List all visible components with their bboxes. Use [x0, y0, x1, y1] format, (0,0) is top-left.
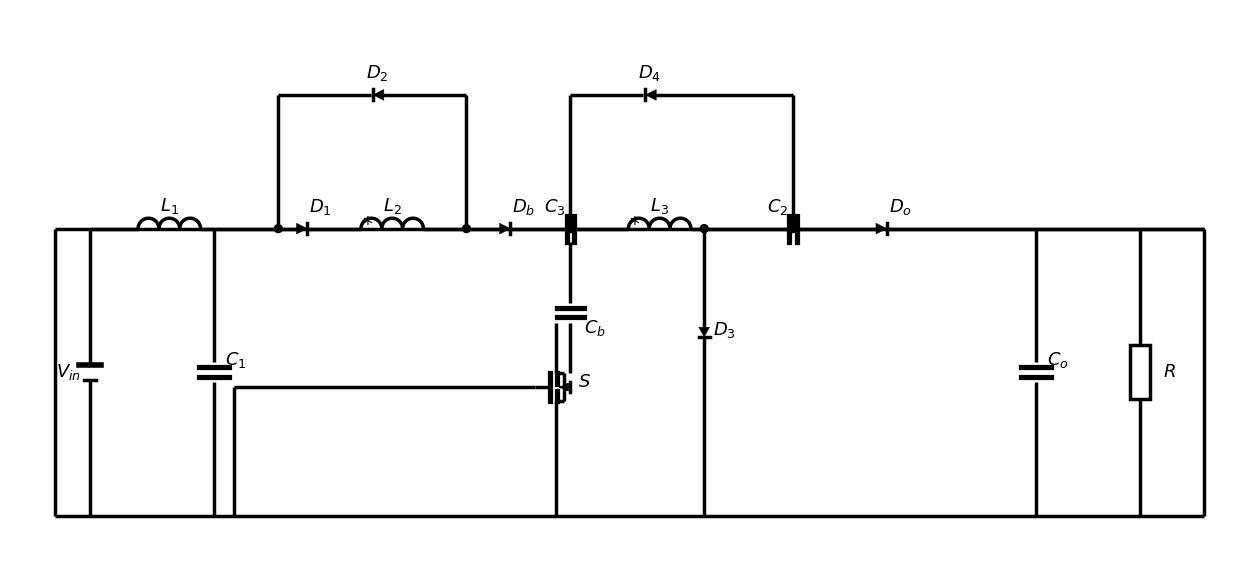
Text: $L_{1}$: $L_{1}$ [160, 196, 179, 216]
Text: $C_{2}$: $C_{2}$ [766, 197, 789, 217]
Text: $V_{in}$: $V_{in}$ [56, 362, 81, 382]
Text: $S$: $S$ [578, 373, 590, 391]
Text: $C_{1}$: $C_{1}$ [224, 350, 247, 370]
Text: $R$: $R$ [1163, 363, 1177, 381]
Bar [1130, 345, 1149, 399]
Polygon shape [500, 223, 511, 234]
Text: $D_{4}$: $D_{4}$ [639, 63, 661, 83]
Polygon shape [296, 223, 308, 234]
Polygon shape [699, 327, 709, 337]
Text: $C_{o}$: $C_{o}$ [1047, 350, 1069, 370]
Circle shape [274, 225, 283, 233]
Circle shape [790, 225, 797, 233]
Polygon shape [875, 223, 887, 234]
Text: $C_{3}$: $C_{3}$ [544, 197, 565, 217]
Polygon shape [373, 89, 384, 101]
Text: $D_{2}$: $D_{2}$ [366, 63, 388, 83]
Circle shape [701, 225, 708, 233]
Polygon shape [645, 89, 656, 101]
Circle shape [567, 225, 574, 233]
Text: $L_{3}$: $L_{3}$ [650, 196, 670, 216]
Text: $*$: $*$ [629, 213, 641, 232]
Text: $D_{o}$: $D_{o}$ [889, 197, 911, 217]
Polygon shape [564, 382, 570, 392]
Text: $L_{2}$: $L_{2}$ [383, 196, 402, 216]
Text: $C_{b}$: $C_{b}$ [584, 318, 606, 338]
Text: $D_{b}$: $D_{b}$ [512, 197, 536, 217]
Text: $D_{3}$: $D_{3}$ [713, 320, 735, 340]
Text: $*$: $*$ [362, 213, 373, 232]
Circle shape [463, 225, 470, 233]
Text: $D_{1}$: $D_{1}$ [310, 197, 332, 217]
